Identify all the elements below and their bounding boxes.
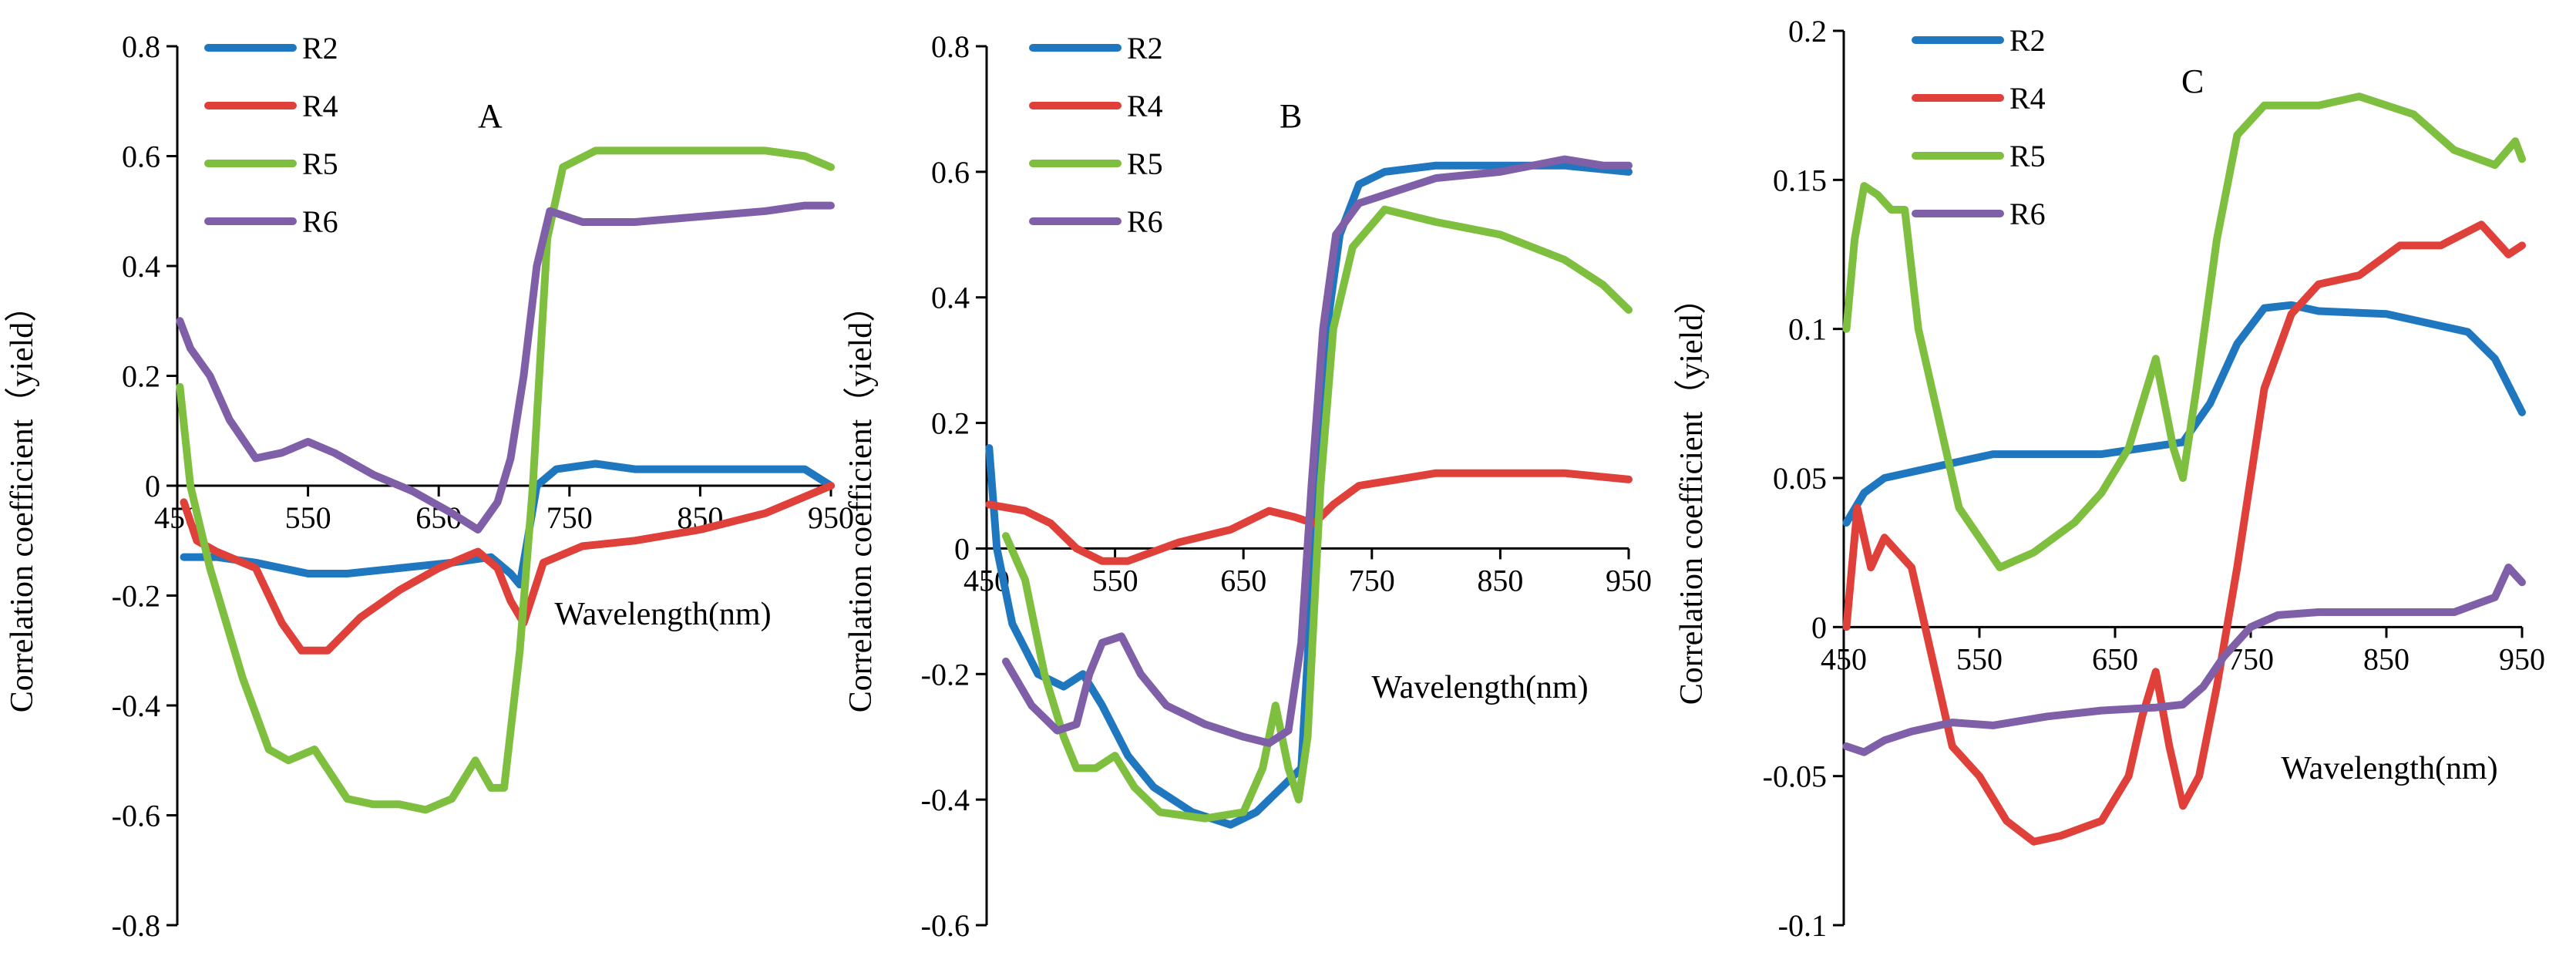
y-tick-label: -0.05 xyxy=(1763,759,1827,794)
x-tick-label: 950 xyxy=(808,500,854,535)
legend-label-r2: R2 xyxy=(1127,31,1163,66)
x-tick-label: 550 xyxy=(1092,563,1138,598)
legend-label-r5: R5 xyxy=(302,146,338,181)
x-tick-label: 750 xyxy=(546,500,593,535)
x-tick-label: 850 xyxy=(1477,563,1523,598)
panel-label: A xyxy=(478,97,503,135)
series-line-r6 xyxy=(176,201,835,534)
y-tick-label: 0.1 xyxy=(1788,312,1827,347)
y-tick-label: 0.05 xyxy=(1773,461,1827,496)
y-tick-label: -0.6 xyxy=(112,799,160,833)
series-line-r2 xyxy=(180,459,835,589)
y-tick-label: 0.4 xyxy=(122,249,160,284)
series-line-r4 xyxy=(985,469,1633,565)
x-tick-label: 650 xyxy=(2092,641,2138,676)
y-axis-title: Correlation coefficient（yield） xyxy=(1674,282,1710,705)
panel-label: B xyxy=(1280,97,1302,135)
y-tick-label: 0.4 xyxy=(931,281,970,315)
x-tick-label: 650 xyxy=(1220,563,1266,598)
panel-label: C xyxy=(2181,62,2204,100)
legend-label-r6: R6 xyxy=(302,204,338,239)
y-axis-title: Correlation coefficient（yield） xyxy=(5,290,40,713)
x-tick-label: 950 xyxy=(1606,563,1652,598)
series-line-r2 xyxy=(1842,301,2526,527)
series-line-r2 xyxy=(985,161,1633,829)
y-axis-title: Correlation coefficient（yield） xyxy=(843,290,879,713)
x-axis-title: Wavelength(nm) xyxy=(554,597,771,632)
legend-label-r5: R5 xyxy=(2009,139,2046,173)
y-tick-label: 0.8 xyxy=(122,29,160,64)
y-tick-label: 0.8 xyxy=(931,29,970,64)
x-tick-label: 550 xyxy=(1956,641,2003,676)
y-tick-label: 0.2 xyxy=(1788,14,1827,49)
y-tick-label: 0.2 xyxy=(931,406,970,441)
legend-label-r4: R4 xyxy=(2009,81,2046,116)
x-tick-label: 850 xyxy=(2363,641,2410,676)
y-tick-label: 0 xyxy=(954,531,970,566)
series-line-r6 xyxy=(1842,564,2526,756)
y-tick-label: 0 xyxy=(145,469,160,503)
legend-label-r5: R5 xyxy=(1127,146,1163,181)
legend-label-r6: R6 xyxy=(2009,197,2046,231)
y-tick-label: 0.2 xyxy=(122,359,160,394)
y-tick-label: -0.1 xyxy=(1778,908,1827,943)
y-tick-label: -0.6 xyxy=(921,908,970,943)
y-tick-label: -0.8 xyxy=(112,908,160,943)
y-tick-label: -0.4 xyxy=(112,688,160,723)
legend-label-r6: R6 xyxy=(1127,204,1163,239)
series-line-r5 xyxy=(1002,205,1633,823)
x-axis-title: Wavelength(nm) xyxy=(2281,751,2497,786)
y-tick-label: 0.6 xyxy=(122,140,160,174)
x-tick-label: 750 xyxy=(1349,563,1395,598)
series-line-r5 xyxy=(176,146,835,814)
series-line-r4 xyxy=(180,482,835,655)
y-tick-label: -0.2 xyxy=(112,579,160,614)
y-tick-label: -0.2 xyxy=(921,657,970,692)
legend-label-r2: R2 xyxy=(2009,23,2046,58)
x-tick-label: 950 xyxy=(2499,641,2545,676)
series-line-r4 xyxy=(1842,220,2526,846)
x-tick-label: 450 xyxy=(1821,641,1867,676)
y-tick-label: 0.15 xyxy=(1773,163,1827,197)
series-line-r6 xyxy=(1002,155,1633,747)
x-axis-title: Wavelength(nm) xyxy=(1371,670,1588,705)
y-tick-label: 0 xyxy=(1811,610,1827,645)
series-line-r5 xyxy=(1842,93,2526,571)
legend-label-r4: R4 xyxy=(302,89,338,123)
x-tick-label: 550 xyxy=(285,500,331,535)
y-tick-label: -0.4 xyxy=(921,783,970,817)
y-tick-label: 0.6 xyxy=(931,155,970,190)
legend-label-r2: R2 xyxy=(302,31,338,66)
legend-label-r4: R4 xyxy=(1127,89,1163,123)
